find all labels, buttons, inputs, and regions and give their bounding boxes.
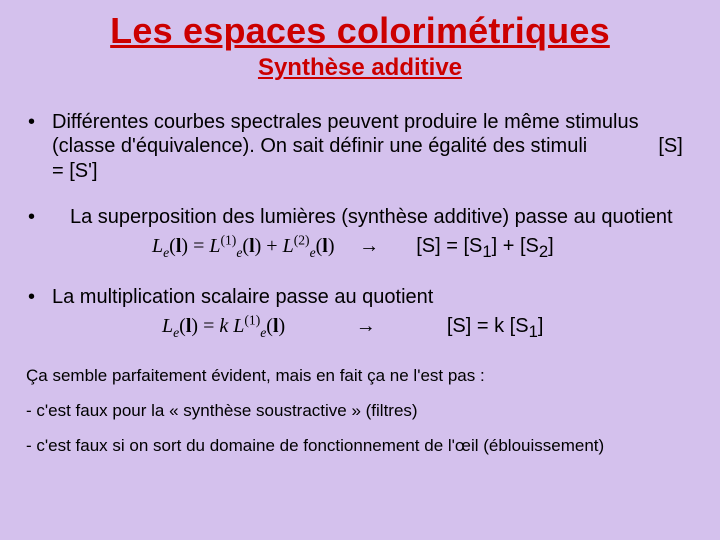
eq2-rhs: [S] = [S1] + [S2]: [416, 235, 554, 257]
bullet-1: Différentes courbes spectrales peuvent p…: [26, 110, 694, 183]
eq3-sup1: (1): [244, 312, 260, 327]
slide: Les espaces colorimétriques Synthèse add…: [0, 0, 720, 540]
bullet-2: La superposition des lumières (synthèse …: [26, 205, 694, 263]
notes: Ça semble parfaitement évident, mais en …: [26, 365, 694, 457]
eq2-L1: L: [209, 235, 220, 257]
eq2-L2: L: [283, 235, 294, 257]
equation-2: Le(l) = L(1)e(l) + L(2)e(l) → [S] = [S1]…: [70, 232, 694, 263]
note-1: Ça semble parfaitement évident, mais en …: [26, 365, 694, 386]
eq3-k: k: [219, 315, 228, 337]
eq3-rhs: [S] = k [S1]: [447, 315, 544, 337]
note-2: - c'est faux pour la « synthèse soustrac…: [26, 400, 694, 421]
equation-3: Le(l) = k L(1)e(l) → [S] = k [S1]: [52, 311, 694, 342]
eq2-L: L: [152, 235, 163, 257]
bullet-1-text: Différentes courbes spectrales peuvent p…: [52, 111, 639, 157]
note-3: - c'est faux si on sort du domaine de fo…: [26, 435, 694, 456]
bullet-2-text: La superposition des lumières (synthèse …: [70, 206, 673, 228]
bullet-3-text: La multiplication scalaire passe au quot…: [52, 286, 433, 308]
arrow-icon-2: →: [356, 313, 376, 339]
eq2-sup1: (1): [220, 233, 236, 248]
bullet-list: Différentes courbes spectrales peuvent p…: [26, 110, 694, 343]
slide-subtitle: Synthèse additive: [26, 54, 694, 82]
arrow-icon: →: [359, 233, 379, 259]
bullet-3: La multiplication scalaire passe au quot…: [26, 285, 694, 343]
eq3-L: L: [162, 315, 173, 337]
slide-title: Les espaces colorimétriques: [26, 10, 694, 52]
eq2-sup2: (2): [294, 233, 310, 248]
eq3-L1: L: [233, 315, 244, 337]
